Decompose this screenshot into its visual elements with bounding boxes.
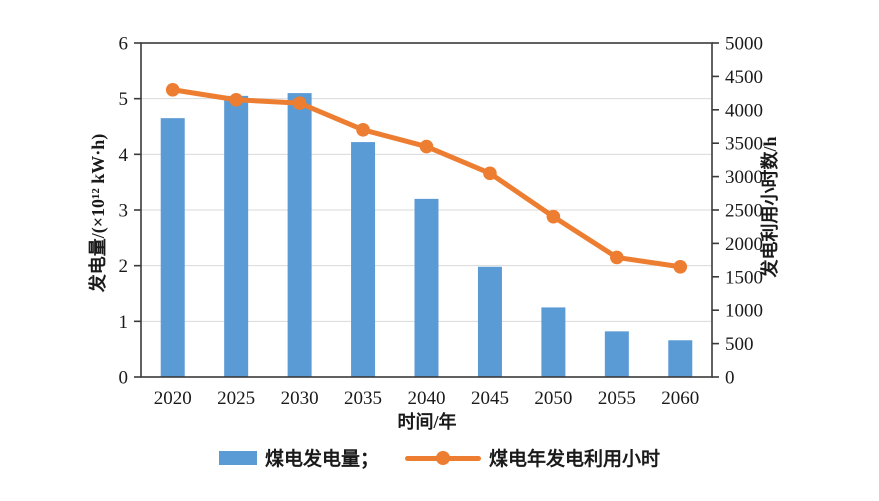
bar [414, 198, 439, 377]
legend-label-line: 煤电年发电利用小时 [489, 449, 661, 470]
right-axis-tick-label: 1500 [725, 267, 763, 288]
right-axis-tick-label: 4500 [725, 67, 763, 88]
right-axis-tick-label: 2000 [725, 234, 763, 255]
line-point-marker [610, 250, 624, 265]
line-point-marker [165, 82, 180, 97]
legend: 煤电发电量； 煤电年发电利用小时 [0, 444, 879, 471]
line-point-marker [546, 209, 561, 224]
x-axis-tick-label: 2020 [154, 388, 192, 409]
left-axis-tick-label: 1 [119, 312, 129, 333]
x-axis-tick-label: 2025 [217, 388, 255, 409]
x-axis-tick-label: 2055 [598, 388, 636, 409]
bar [668, 340, 693, 377]
right-axis-title: 发电利用小时数/h [760, 136, 780, 278]
line-point-marker [356, 123, 370, 137]
x-axis-tick-label: 2060 [661, 388, 699, 409]
left-axis-tick-label: 4 [119, 145, 129, 166]
x-axis-tick-label: 2035 [344, 388, 382, 409]
left-axis-tick-label: 6 [119, 34, 129, 55]
x-axis-title: 时间/年 [397, 412, 457, 432]
line-point-marker [419, 139, 434, 154]
x-axis-tick-label: 2050 [534, 388, 572, 409]
bar [160, 118, 185, 378]
bar-swatch-icon [218, 450, 257, 465]
right-axis-tick-label: 2500 [725, 201, 763, 222]
line-point-marker [673, 259, 688, 274]
x-axis-tick-label: 2040 [408, 388, 446, 409]
left-axis-tick-label: 2 [119, 256, 129, 277]
bar [604, 331, 629, 377]
right-axis-tick-label: 3000 [725, 167, 763, 188]
left-axis-title: 发电量/(×10¹² kW·h) [88, 133, 108, 293]
bar [224, 95, 249, 377]
left-axis-tick-label: 3 [119, 201, 129, 222]
legend-label-bar: 煤电发电量； [264, 449, 379, 470]
bar [351, 142, 376, 377]
line-point-marker [292, 96, 307, 110]
right-axis-tick-label: 5000 [725, 34, 763, 55]
x-axis-tick-label: 2045 [471, 388, 509, 409]
x-axis-tick-label: 2030 [281, 388, 319, 409]
right-axis-tick-label: 4000 [725, 100, 763, 121]
line-point-marker [229, 92, 243, 107]
bar [541, 307, 566, 377]
right-axis-tick-label: 3500 [725, 134, 763, 155]
right-axis-tick-label: 1000 [725, 301, 763, 322]
line-swatch-icon [405, 450, 481, 466]
legend-item-bar-series: 煤电发电量； [218, 444, 379, 471]
left-axis-tick-label: 0 [119, 368, 129, 389]
line-swatch-marker [436, 450, 450, 465]
legend-item-line-series: 煤电年发电利用小时 [405, 444, 660, 471]
line-point-marker [483, 166, 497, 181]
right-axis-tick-label: 0 [725, 368, 735, 389]
left-axis-tick-label: 5 [119, 89, 129, 110]
bar [477, 266, 502, 377]
right-axis-tick-label: 500 [725, 334, 754, 355]
bar [287, 93, 312, 377]
